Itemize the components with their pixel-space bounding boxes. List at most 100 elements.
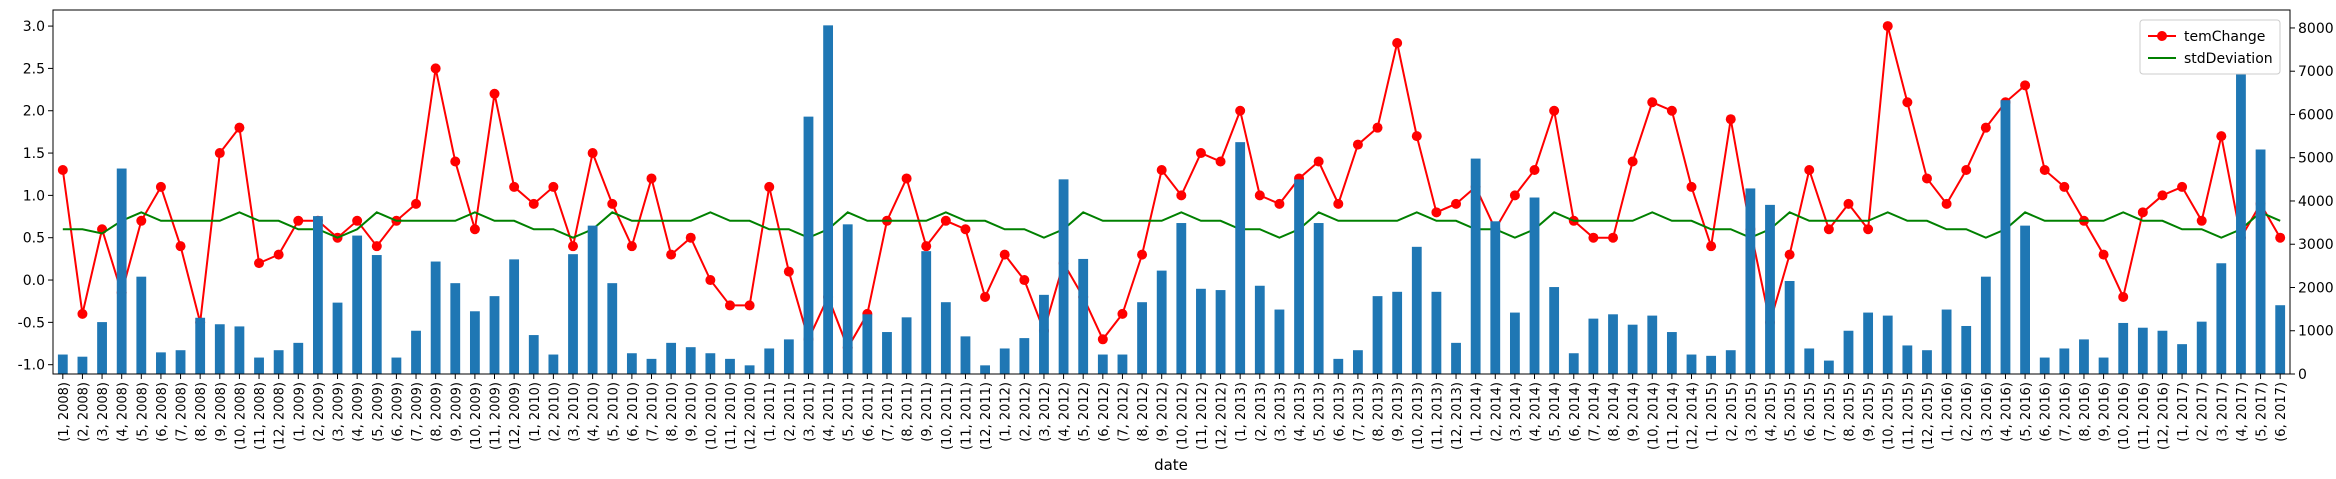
point bbox=[2157, 190, 2168, 201]
bar bbox=[882, 332, 892, 374]
x-tick-label: (6, 2016) bbox=[2039, 382, 2054, 442]
x-tick-label: (6, 2008) bbox=[155, 382, 170, 442]
x-tick-label: (5, 2012) bbox=[1077, 382, 1092, 442]
point bbox=[1176, 190, 1187, 201]
bar bbox=[1078, 258, 1089, 374]
x-tick-label: (3, 2015) bbox=[1744, 382, 1759, 442]
point bbox=[509, 181, 520, 192]
x-tick-label: (8, 2011) bbox=[901, 382, 916, 442]
x-tick-label: (4, 2017) bbox=[2235, 382, 2250, 442]
x-tick-label: (8, 2012) bbox=[1136, 382, 1151, 442]
x-tick-label: (3, 2016) bbox=[1980, 382, 1995, 442]
x-tick-label: (7, 2011) bbox=[881, 382, 896, 442]
bar bbox=[1588, 318, 1599, 374]
x-tick-label: (3, 2009) bbox=[332, 382, 347, 442]
y-tick-label: 0.0 bbox=[23, 273, 45, 289]
x-tick-label: (10, 2016) bbox=[2117, 382, 2132, 450]
point bbox=[450, 156, 461, 167]
x-tick-label: (8, 2014) bbox=[1607, 382, 1622, 442]
point bbox=[2039, 164, 2050, 175]
x-tick-label: (2, 2016) bbox=[1960, 382, 1975, 442]
x-tick-label: (8, 2015) bbox=[1842, 382, 1857, 442]
bar bbox=[568, 254, 578, 374]
bar bbox=[254, 357, 264, 374]
x-tick-label: (2, 2013) bbox=[1254, 382, 1269, 442]
legend-label: stdDeviation bbox=[2184, 51, 2273, 67]
x-tick-label: (4, 2016) bbox=[1999, 382, 2014, 442]
point bbox=[1882, 21, 1893, 32]
x-axis-label: date bbox=[1154, 456, 1188, 474]
point bbox=[411, 198, 422, 209]
bar bbox=[1804, 348, 1815, 374]
bar bbox=[214, 324, 225, 374]
point bbox=[293, 215, 304, 226]
y-tick-label: 1.0 bbox=[23, 188, 45, 204]
y-tick-label: 2.0 bbox=[23, 104, 45, 120]
x-tick-label: (1, 2013) bbox=[1234, 382, 1249, 442]
bar bbox=[1941, 309, 1952, 374]
x-tick-label: (2, 2010) bbox=[547, 382, 562, 442]
point bbox=[1156, 164, 1167, 175]
bar bbox=[2020, 225, 2030, 374]
point bbox=[1195, 148, 1206, 159]
point bbox=[1608, 232, 1619, 243]
point bbox=[1843, 198, 1854, 209]
x-tick-label: (1, 2016) bbox=[1941, 382, 1956, 442]
y-tick-label: 3.0 bbox=[23, 19, 45, 35]
bar bbox=[999, 348, 1010, 374]
bar bbox=[371, 255, 382, 374]
point bbox=[901, 173, 912, 184]
x-tick-label: (6, 2010) bbox=[626, 382, 641, 442]
x-tick-label: (1, 2014) bbox=[1470, 382, 1485, 442]
x-tick-label: (4, 2014) bbox=[1529, 382, 1544, 442]
bar bbox=[2059, 348, 2070, 374]
x-tick-label: (12, 2015) bbox=[1921, 382, 1936, 450]
x-tick-label: (12, 2011) bbox=[979, 382, 994, 450]
y-tick-label: 0.5 bbox=[23, 231, 45, 247]
x-tick-label: (4, 2010) bbox=[587, 382, 602, 442]
bar bbox=[666, 342, 677, 374]
bar bbox=[273, 350, 284, 374]
point bbox=[568, 241, 579, 252]
y2-tick-label: 5000 bbox=[2298, 151, 2334, 167]
bar bbox=[313, 216, 323, 374]
y-tick-label: 2.5 bbox=[23, 61, 45, 77]
point bbox=[1137, 249, 1148, 260]
bar bbox=[685, 347, 696, 374]
point bbox=[2098, 249, 2109, 260]
point bbox=[2196, 215, 2207, 226]
bar bbox=[509, 259, 520, 374]
bar bbox=[97, 322, 107, 374]
bar bbox=[1843, 330, 1854, 374]
x-tick-label: (2, 2017) bbox=[2196, 382, 2211, 442]
x-tick-label: (3, 2008) bbox=[96, 382, 111, 442]
bar bbox=[1686, 354, 1697, 374]
x-tick-label: (6, 2011) bbox=[861, 382, 876, 442]
x-tick-label: (12, 2016) bbox=[2156, 382, 2171, 450]
x-tick-label: (10, 2015) bbox=[1882, 382, 1897, 450]
point bbox=[469, 224, 480, 235]
bar bbox=[607, 283, 618, 374]
point bbox=[1725, 114, 1736, 125]
x-tick-label: (10, 2008) bbox=[233, 382, 248, 450]
point bbox=[1804, 164, 1815, 175]
bar bbox=[430, 261, 441, 374]
x-tick-label: (6, 2012) bbox=[1097, 382, 1112, 442]
bar bbox=[1961, 325, 1972, 374]
x-tick-label: (9, 2010) bbox=[685, 382, 700, 442]
x-tick-label: (1, 2009) bbox=[292, 382, 307, 442]
bar bbox=[1333, 358, 1344, 374]
point bbox=[999, 249, 1010, 260]
bar bbox=[1392, 291, 1403, 374]
point bbox=[2059, 181, 2070, 192]
bar bbox=[862, 314, 873, 374]
bar bbox=[2098, 357, 2109, 374]
point bbox=[1588, 232, 1599, 243]
bar bbox=[528, 335, 539, 374]
point bbox=[1686, 181, 1697, 192]
bar bbox=[136, 276, 147, 374]
line bbox=[62, 211, 2281, 239]
x-tick-label: (5, 2016) bbox=[2019, 382, 2034, 442]
bar bbox=[1529, 197, 1540, 374]
